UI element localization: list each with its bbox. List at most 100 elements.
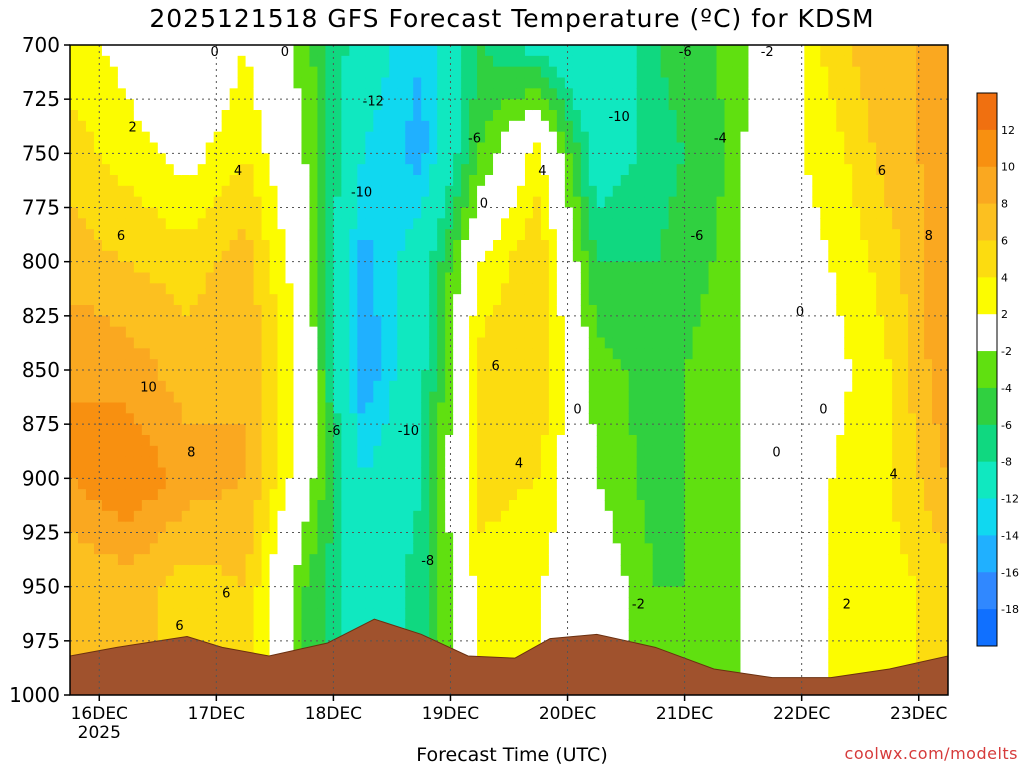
heat-cell: [716, 554, 726, 566]
heat-cell: [333, 185, 342, 198]
heat-cell: [365, 402, 374, 414]
heat-cell: [381, 283, 390, 295]
heat-cell: [125, 55, 135, 68]
heat-cell: [429, 66, 438, 79]
heat-cell: [149, 532, 159, 544]
heat-cell: [109, 630, 119, 642]
heat-cell: [205, 630, 215, 642]
heat-cell: [485, 500, 494, 512]
heat-cell: [133, 261, 143, 274]
heat-cell: [636, 532, 646, 544]
heat-cell: [564, 619, 574, 631]
heat-cell: [325, 283, 334, 295]
heat-cell: [556, 500, 566, 512]
heat-cell: [509, 55, 518, 68]
heat-cell: [285, 88, 295, 100]
heat-cell: [213, 521, 223, 534]
heat-cell: [477, 630, 486, 642]
heat-cell: [181, 153, 191, 165]
heat-cell: [293, 88, 303, 100]
heat-cell: [724, 77, 734, 89]
heat-cell: [181, 435, 191, 447]
heat-cell: [445, 218, 454, 230]
heat-cell: [333, 218, 342, 230]
heat-cell: [676, 272, 686, 284]
heat-cell: [157, 305, 167, 317]
heat-cell: [604, 218, 614, 230]
heat-cell: [732, 185, 742, 198]
heat-cell: [197, 630, 207, 642]
heat-cell: [509, 153, 518, 165]
heat-cell: [325, 120, 334, 133]
heat-cell: [532, 424, 542, 436]
heat-cell: [141, 630, 151, 642]
heat-cell: [692, 207, 702, 219]
heat-cell: [229, 510, 239, 523]
heat-cell: [413, 77, 422, 89]
heat-cell: [445, 337, 454, 349]
heat-cell: [708, 66, 718, 79]
heat-cell: [277, 337, 287, 349]
heat-cell: [445, 250, 454, 263]
heat-cell: [77, 445, 87, 458]
heat-cell: [189, 175, 199, 187]
heat-cell: [724, 478, 734, 490]
heat-cell: [469, 120, 478, 133]
heat-cell: [117, 521, 127, 534]
heat-cell: [684, 99, 694, 111]
heat-cell: [221, 640, 231, 653]
heat-cell: [660, 185, 670, 198]
heat-cell: [524, 326, 534, 339]
heat-cell: [453, 619, 462, 631]
heat-cell: [668, 110, 678, 122]
heat-cell: [421, 196, 430, 209]
heat-cell: [493, 478, 502, 490]
heat-cell: [461, 478, 470, 490]
heat-cell: [532, 315, 542, 328]
heat-cell: [493, 435, 502, 447]
heat-cell: [604, 120, 614, 133]
heat-cell: [556, 88, 566, 100]
heat-cell: [157, 337, 167, 349]
heat-cell: [636, 326, 646, 339]
heat-cell: [309, 88, 319, 100]
heat-cell: [596, 543, 606, 555]
heat-cell: [437, 370, 446, 382]
heat-cell: [532, 586, 542, 599]
heat-cell: [397, 196, 406, 209]
heat-cell: [437, 608, 446, 620]
heat-cell: [397, 131, 406, 144]
heat-cell: [580, 370, 590, 382]
heat-cell: [580, 55, 590, 68]
heat-cell: [509, 619, 518, 631]
heat-cell: [173, 250, 183, 263]
heat-cell: [357, 370, 366, 382]
heat-cell: [117, 55, 127, 68]
heat-cell: [253, 348, 263, 360]
heat-cell: [660, 445, 670, 458]
heat-cell: [548, 66, 558, 79]
heat-cell: [141, 380, 151, 393]
heat-cell: [644, 164, 654, 176]
heat-cell: [125, 66, 135, 79]
heat-cell: [109, 185, 119, 198]
heat-cell: [572, 305, 582, 317]
heat-cell: [341, 261, 350, 274]
heat-cell: [293, 575, 303, 588]
heat-cell: [277, 640, 287, 653]
heat-cell: [596, 380, 606, 393]
heat-cell: [237, 207, 247, 219]
heat-cell: [341, 532, 350, 544]
heat-cell: [516, 489, 526, 501]
heat-cell: [684, 348, 694, 360]
heat-cell: [197, 608, 207, 620]
heat-cell: [708, 272, 718, 284]
heat-cell: [620, 66, 630, 79]
heat-cell: [716, 467, 726, 479]
heat-cell: [189, 229, 199, 241]
heat-cell: [636, 240, 646, 252]
heat-cell: [612, 608, 622, 620]
heat-cell: [493, 543, 502, 555]
heat-cell: [325, 77, 334, 89]
heat-cell: [413, 337, 422, 349]
